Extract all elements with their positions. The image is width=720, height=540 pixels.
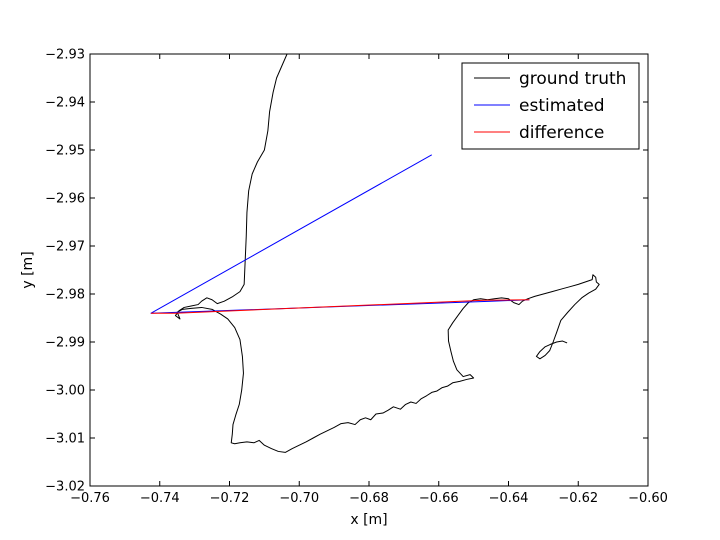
y-tick-label: −2.93 (45, 48, 85, 63)
x-tick-label: −0.62 (558, 491, 598, 506)
y-tick-label: −2.97 (45, 240, 85, 255)
series-line-difference (151, 299, 530, 314)
x-tick-label: −0.76 (70, 491, 110, 506)
legend-label: difference (519, 123, 604, 143)
y-tick-label: −3.02 (45, 480, 85, 495)
y-tick-label: −2.99 (45, 336, 85, 351)
axis-ticks: −0.76 −0.74 −0.72 −0.70 −0.68 −0.66 −0.64 −0.62… (45, 48, 668, 507)
y-tick-label: −2.95 (45, 144, 85, 159)
x-tick-label: −0.72 (210, 491, 250, 506)
x-tick-label: −0.66 (419, 491, 459, 506)
x-tick-label: −0.64 (489, 491, 529, 506)
legend: ground truth estimated difference (461, 62, 640, 150)
y-tick-label: −3.00 (45, 384, 85, 399)
legend-label: estimated (519, 96, 605, 116)
y-tick-label: −2.98 (45, 288, 85, 303)
series-line-ground-truth (174, 54, 600, 453)
plot-area (150, 54, 600, 453)
legend-box (461, 62, 640, 150)
y-axis-label: y [m] (20, 251, 36, 288)
x-tick-label: −0.68 (349, 491, 389, 506)
x-tick-label: −0.70 (279, 491, 319, 506)
y-tick-label: −2.94 (45, 96, 85, 111)
x-tick-label: −0.60 (628, 491, 668, 506)
y-tick-label: −2.96 (45, 192, 85, 207)
y-tick-label: −3.01 (45, 432, 85, 447)
x-tick-label: −0.74 (140, 491, 180, 506)
legend-label: ground truth (519, 69, 626, 89)
x-axis-label: x [m] (350, 512, 387, 528)
